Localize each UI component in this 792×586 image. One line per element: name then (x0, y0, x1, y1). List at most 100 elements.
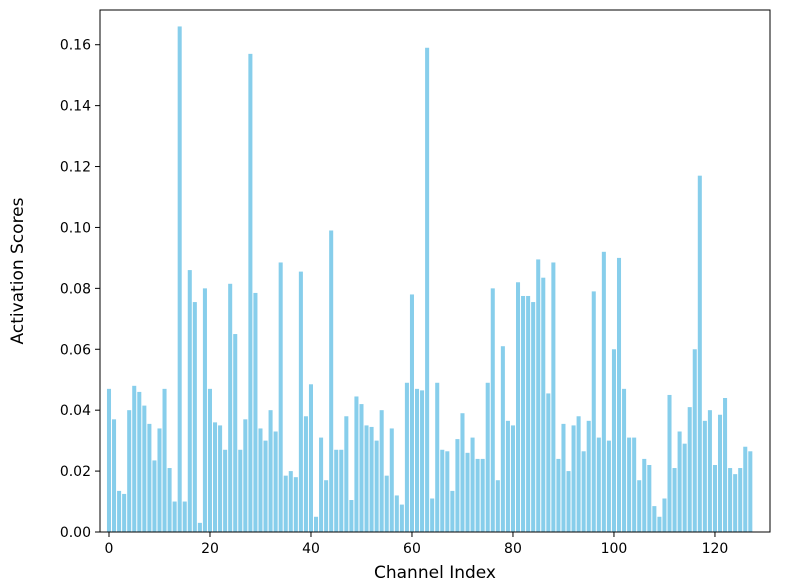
bar (197, 522, 202, 532)
bar (516, 282, 521, 532)
bar (712, 465, 717, 532)
x-tick-label: 100 (601, 541, 628, 557)
bar (132, 385, 137, 532)
bar (167, 468, 172, 532)
bar (268, 410, 273, 532)
bar (455, 439, 460, 532)
bar (334, 449, 339, 532)
bar (445, 451, 450, 532)
bar (374, 440, 379, 532)
bar (642, 458, 647, 532)
bar (546, 393, 551, 532)
bar (430, 498, 435, 532)
bar (596, 437, 601, 532)
bar (127, 410, 132, 532)
bar (435, 382, 440, 532)
bar (490, 288, 495, 532)
bar (470, 437, 475, 532)
bar (611, 349, 616, 532)
bar (475, 458, 480, 532)
bar (723, 398, 728, 532)
axes-spines (99, 9, 771, 533)
y-tick-label: 0.14 (60, 99, 91, 115)
bar (258, 428, 263, 532)
bar (278, 262, 283, 532)
bar (137, 391, 142, 532)
bar (460, 413, 465, 532)
bar (288, 471, 293, 532)
bar (627, 437, 632, 532)
bar (399, 504, 404, 532)
bar (319, 437, 324, 532)
bar (298, 271, 303, 532)
bar (692, 349, 697, 532)
bar (394, 495, 399, 532)
bar (521, 295, 526, 532)
bar (415, 388, 420, 532)
bar (354, 396, 359, 532)
bar (561, 423, 566, 532)
bar (465, 452, 470, 532)
bar (697, 175, 702, 532)
bar (702, 420, 707, 532)
plot-border (99, 9, 771, 533)
bar (253, 292, 258, 532)
bar (616, 257, 622, 532)
bar (526, 295, 531, 532)
bar (389, 428, 394, 532)
bar (500, 346, 505, 532)
bar (586, 420, 591, 532)
bar (505, 420, 510, 532)
bar (667, 394, 672, 532)
bars-group (106, 26, 753, 533)
bar (182, 501, 187, 532)
y-tick-label: 0.06 (60, 342, 91, 358)
bar (303, 416, 308, 532)
x-tick-label: 0 (105, 541, 114, 557)
bar (349, 500, 354, 532)
x-tick-label: 20 (201, 541, 219, 557)
y-tick-label: 0.16 (60, 38, 91, 54)
bar (652, 506, 657, 532)
bar (112, 419, 117, 532)
bar (223, 449, 228, 532)
bar (531, 302, 536, 532)
bar (738, 468, 743, 532)
bar (606, 440, 611, 532)
bar (293, 477, 298, 532)
bar (172, 501, 177, 532)
bar (122, 493, 127, 532)
bar (314, 516, 319, 532)
bar (576, 416, 581, 532)
bar (622, 388, 627, 532)
y-axis-label: Activation Scores (8, 197, 28, 344)
bar (213, 422, 218, 532)
bar (672, 468, 677, 532)
bar (364, 425, 369, 532)
bar (157, 428, 162, 532)
bar (637, 480, 642, 532)
bar (541, 277, 546, 532)
x-tick-label: 40 (302, 541, 320, 557)
y-axis-ticks: 0.00 0.02 0.04 0.06 0.08 0.10 0.12 0.14 0.16 (60, 38, 100, 541)
x-axis-label: Channel Index (374, 563, 496, 583)
bar (440, 449, 445, 532)
bar (308, 384, 313, 532)
bar (409, 294, 414, 532)
y-tick-label: 0.10 (60, 220, 91, 236)
bar (329, 230, 334, 533)
bar (152, 460, 157, 532)
bar (207, 388, 212, 532)
bar (733, 474, 738, 532)
bar (273, 431, 278, 532)
bar (420, 390, 425, 532)
bar (202, 288, 207, 532)
bar (581, 451, 586, 532)
bar (117, 490, 122, 532)
bar (248, 53, 253, 533)
bar (384, 475, 389, 532)
bar (404, 382, 409, 532)
x-tick-label: 60 (403, 541, 421, 557)
